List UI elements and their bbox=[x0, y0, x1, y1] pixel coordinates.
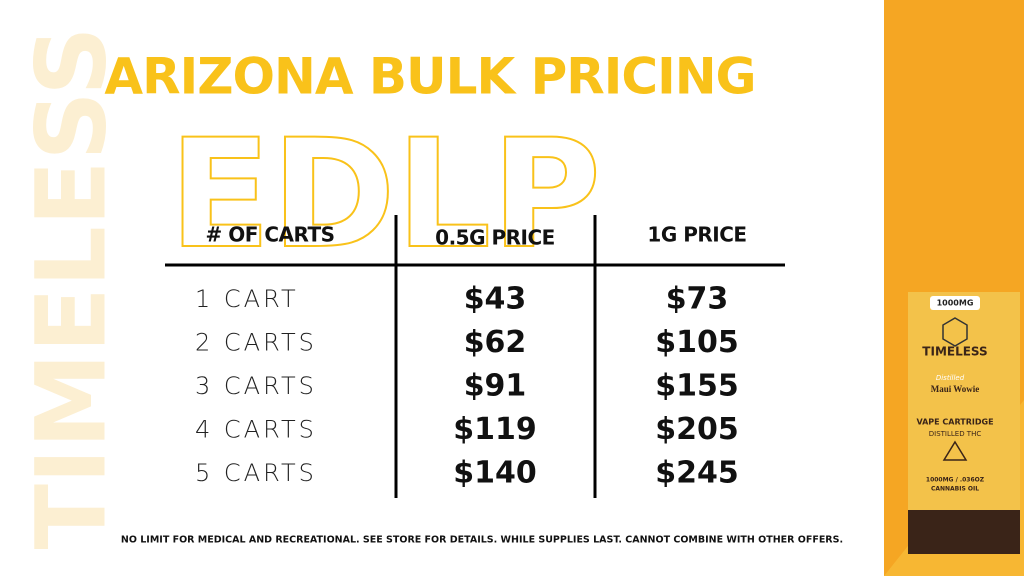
column-header: 0.5G PRICE bbox=[435, 226, 555, 250]
warning-icon bbox=[942, 440, 968, 461]
price: $62 bbox=[464, 325, 527, 360]
footnote: NO LIMIT FOR MEDICAL AND RECREATIONAL. S… bbox=[121, 535, 843, 546]
product-sub: DISTILLED THC bbox=[929, 430, 982, 438]
price: $43 bbox=[464, 282, 527, 317]
price: $245 bbox=[655, 456, 739, 491]
table: # OF CARTS 0.5G PRICE 1G PRICE 1 CART $43 $73… bbox=[195, 223, 747, 491]
column-header: # OF CARTS bbox=[205, 223, 334, 247]
price: $205 bbox=[655, 412, 739, 447]
price: $91 bbox=[464, 369, 527, 404]
row-label: 3 CARTS bbox=[195, 372, 317, 400]
title: ARIZONA BULK PRICING bbox=[104, 48, 755, 106]
product-strength: 1000MG bbox=[937, 299, 974, 308]
watermark: TIMELESS bbox=[15, 26, 127, 549]
price: $73 bbox=[666, 282, 729, 317]
product-amount: 1000MG / .036OZ bbox=[926, 477, 985, 484]
row-label: 5 CARTS bbox=[195, 459, 317, 487]
row-label: 4 CARTS bbox=[195, 416, 317, 444]
product-style: Distilled bbox=[936, 374, 965, 382]
column-header: 1G PRICE bbox=[647, 223, 746, 247]
product-kind: VAPE CARTRIDGE bbox=[916, 418, 993, 427]
product-oil: CANNABIS OIL bbox=[931, 486, 979, 493]
logo bbox=[942, 317, 968, 347]
box-base bbox=[908, 510, 1020, 554]
row-label: 1 CART bbox=[195, 285, 299, 313]
product-strain: Maui Wowie bbox=[931, 384, 980, 394]
row-label: 2 CARTS bbox=[195, 329, 317, 357]
product-box: 1000MG TIMELESS Distilled Maui Wowie VAP… bbox=[908, 292, 1020, 554]
price: $140 bbox=[453, 456, 537, 491]
price: $119 bbox=[453, 412, 537, 447]
badge-bg bbox=[930, 296, 980, 310]
price: $155 bbox=[655, 369, 739, 404]
price: $105 bbox=[655, 325, 739, 360]
edlp-outline: EDLP bbox=[169, 108, 602, 282]
product-brand: TIMELESS bbox=[922, 345, 987, 359]
